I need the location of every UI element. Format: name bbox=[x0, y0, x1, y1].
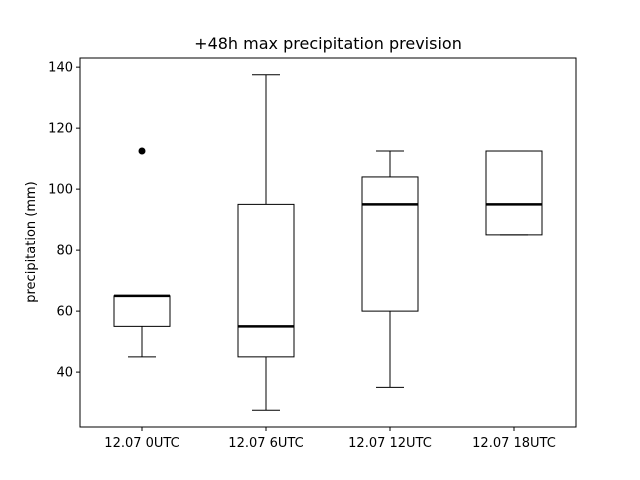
y-tick-label: 80 bbox=[56, 244, 73, 259]
y-tick-label: 140 bbox=[48, 61, 73, 76]
box bbox=[113, 295, 171, 327]
box bbox=[237, 203, 295, 358]
y-tick-label: 120 bbox=[48, 122, 73, 137]
y-tick-label: 100 bbox=[48, 183, 73, 198]
y-tick-label: 40 bbox=[56, 366, 73, 381]
outlier-point bbox=[138, 147, 146, 155]
x-tick-label: 12.07 0UTC bbox=[104, 436, 179, 451]
plot-area: 40 60 80 100 120 140 12.07 0UTC 12.07 6UTC 12.07… bbox=[48, 57, 577, 451]
chart-title: +48h max precipitation prevision bbox=[194, 34, 462, 53]
box bbox=[361, 176, 419, 312]
y-axis-label: precipitation (mm) bbox=[24, 181, 39, 303]
x-tick-label: 12.07 18UTC bbox=[472, 436, 556, 451]
box bbox=[485, 150, 543, 236]
plot-frame bbox=[79, 57, 577, 428]
x-tick-label: 12.07 6UTC bbox=[228, 436, 303, 451]
y-tick-label: 60 bbox=[56, 305, 73, 320]
x-tick-label: 12.07 12UTC bbox=[348, 436, 432, 451]
